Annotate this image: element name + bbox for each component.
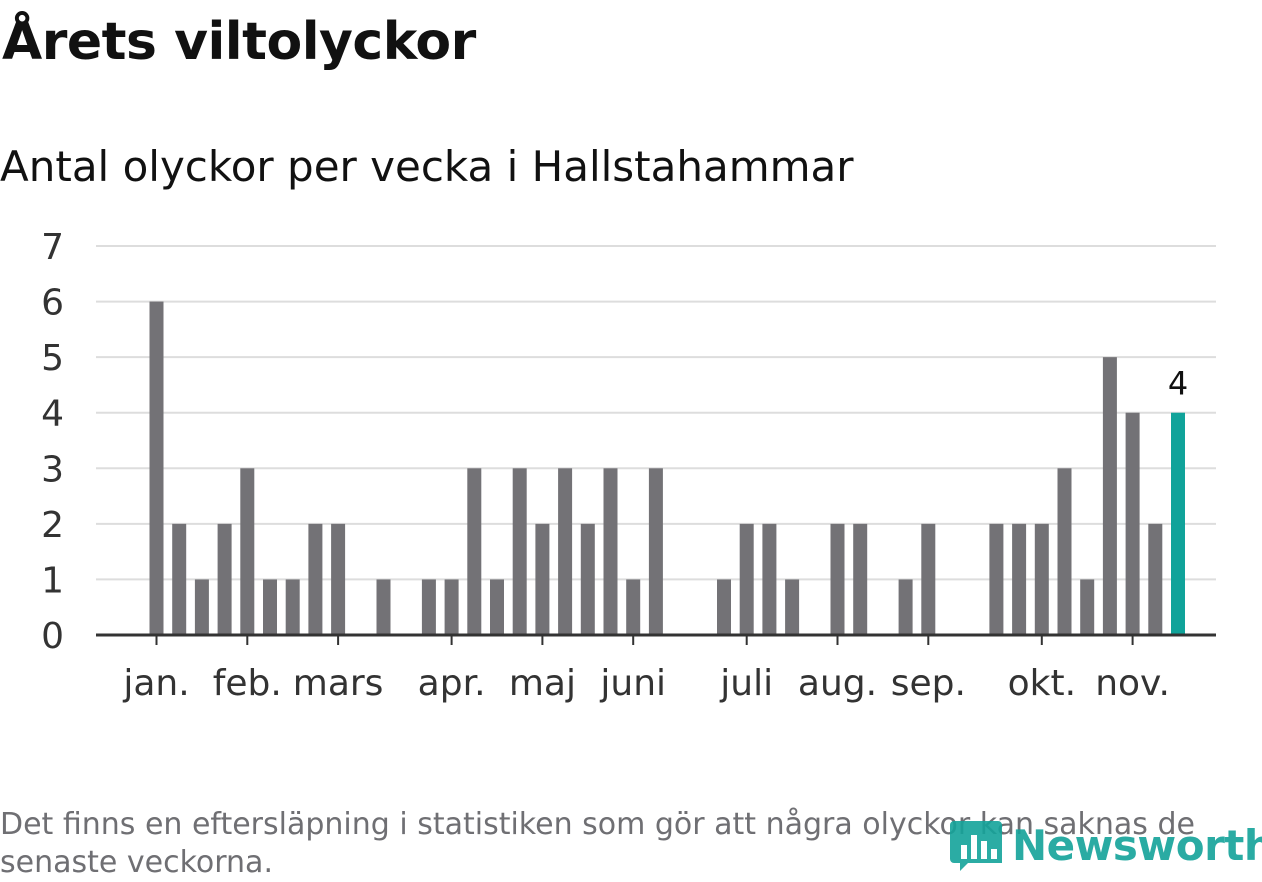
bar <box>331 523 346 635</box>
bar <box>603 468 618 635</box>
x-tick-label: apr. <box>418 663 486 704</box>
bar-highlight <box>1171 412 1185 635</box>
bar <box>444 579 459 635</box>
bar <box>263 579 277 635</box>
bar <box>1125 412 1140 635</box>
bar <box>376 579 391 635</box>
bar <box>149 301 164 635</box>
bar <box>762 523 777 635</box>
bar <box>194 579 209 635</box>
y-tick-label: 6 <box>41 283 64 324</box>
bar <box>989 523 1004 635</box>
bar <box>490 579 504 635</box>
y-axis-ticks: 0 1 2 3 4 5 6 7 <box>41 227 64 657</box>
bar <box>285 579 300 635</box>
bar <box>1148 523 1163 635</box>
y-tick-label: 3 <box>41 449 64 490</box>
bar <box>739 523 754 635</box>
x-tick-label: aug. <box>798 663 877 704</box>
bar <box>240 468 255 635</box>
bar <box>648 468 663 635</box>
annotations: 4 <box>1168 365 1188 403</box>
bar <box>308 523 323 635</box>
y-tick-label: 7 <box>41 227 64 268</box>
bar <box>1012 523 1027 635</box>
x-axis-labels: jan. feb. mars apr. maj juni juli aug. sep. okt. n… <box>122 663 1170 704</box>
bar <box>535 523 550 635</box>
x-tick-label: feb. <box>213 663 282 704</box>
chart-subtitle: Antal olyckor per vecka i Hallstahammar <box>0 142 854 191</box>
bar <box>1080 579 1095 635</box>
y-tick-label: 4 <box>41 394 64 435</box>
y-tick-label: 5 <box>41 338 64 379</box>
bar <box>558 468 573 635</box>
bar <box>785 579 800 635</box>
x-tick-label: mars <box>293 663 384 704</box>
bar <box>421 579 436 635</box>
bar <box>172 523 187 635</box>
bar <box>830 523 845 635</box>
newsworthy-logo: Newsworthy <box>948 812 1262 878</box>
chart-title: Årets viltolyckor <box>2 12 476 72</box>
x-axis <box>96 633 1216 645</box>
highlight-value-label: 4 <box>1168 365 1188 403</box>
bar <box>217 523 232 635</box>
bar <box>1102 357 1117 635</box>
bar <box>853 523 868 635</box>
x-tick-label: jan. <box>122 663 189 704</box>
x-tick-label: juli <box>719 663 773 704</box>
x-tick-label: maj <box>509 663 576 704</box>
bar <box>1034 523 1049 635</box>
bar-chart-logo-icon <box>950 821 1002 871</box>
bar <box>626 579 641 635</box>
x-tick-label: sep. <box>891 663 966 704</box>
y-tick-label: 1 <box>41 560 64 601</box>
x-tick-label: juni <box>599 663 666 704</box>
bar <box>1057 468 1072 635</box>
bar <box>898 579 913 635</box>
bar <box>717 579 731 635</box>
brand-name: Newsworthy <box>1012 820 1262 870</box>
bar <box>467 468 482 635</box>
bar <box>580 523 595 635</box>
x-tick-label: nov. <box>1095 663 1170 704</box>
bar <box>512 468 527 635</box>
x-tick-label: okt. <box>1008 663 1076 704</box>
y-tick-label: 0 <box>41 616 64 657</box>
bar <box>921 523 936 635</box>
bars <box>149 301 1185 635</box>
y-tick-label: 2 <box>41 505 64 546</box>
